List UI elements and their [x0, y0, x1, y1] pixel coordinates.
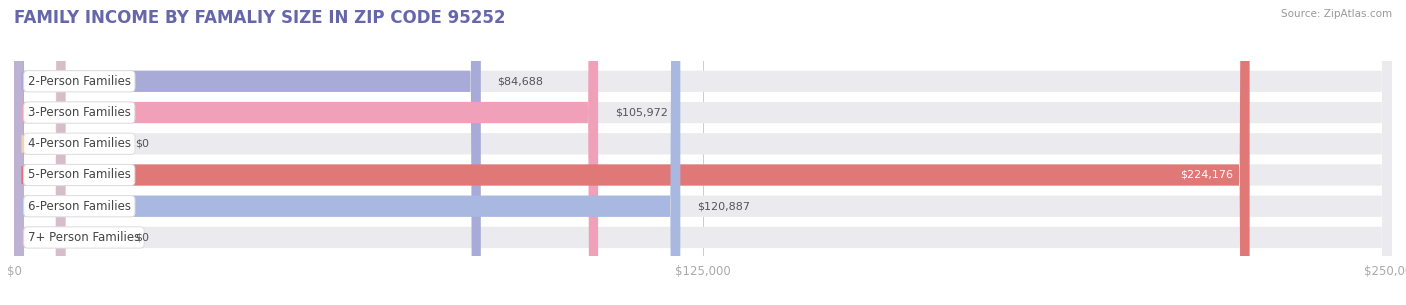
- FancyBboxPatch shape: [14, 0, 481, 305]
- Text: $84,688: $84,688: [498, 76, 543, 86]
- Text: 6-Person Families: 6-Person Families: [28, 200, 131, 213]
- FancyBboxPatch shape: [14, 0, 66, 305]
- Text: 7+ Person Families: 7+ Person Families: [28, 231, 141, 244]
- Text: $105,972: $105,972: [614, 108, 668, 117]
- FancyBboxPatch shape: [14, 0, 1392, 305]
- Text: Source: ZipAtlas.com: Source: ZipAtlas.com: [1281, 9, 1392, 19]
- FancyBboxPatch shape: [14, 0, 1392, 305]
- Text: $120,887: $120,887: [697, 201, 749, 211]
- FancyBboxPatch shape: [14, 0, 681, 305]
- FancyBboxPatch shape: [14, 0, 1250, 305]
- Text: $0: $0: [135, 232, 149, 242]
- FancyBboxPatch shape: [14, 0, 598, 305]
- Text: $0: $0: [135, 139, 149, 149]
- Text: 5-Person Families: 5-Person Families: [28, 168, 131, 181]
- Text: 3-Person Families: 3-Person Families: [28, 106, 131, 119]
- Text: $224,176: $224,176: [1180, 170, 1233, 180]
- FancyBboxPatch shape: [14, 0, 1392, 305]
- FancyBboxPatch shape: [14, 0, 1392, 305]
- FancyBboxPatch shape: [14, 0, 1392, 305]
- FancyBboxPatch shape: [14, 0, 66, 305]
- Text: FAMILY INCOME BY FAMALIY SIZE IN ZIP CODE 95252: FAMILY INCOME BY FAMALIY SIZE IN ZIP COD…: [14, 9, 506, 27]
- Text: 2-Person Families: 2-Person Families: [28, 75, 131, 88]
- Text: 4-Person Families: 4-Person Families: [28, 137, 131, 150]
- FancyBboxPatch shape: [14, 0, 1392, 305]
